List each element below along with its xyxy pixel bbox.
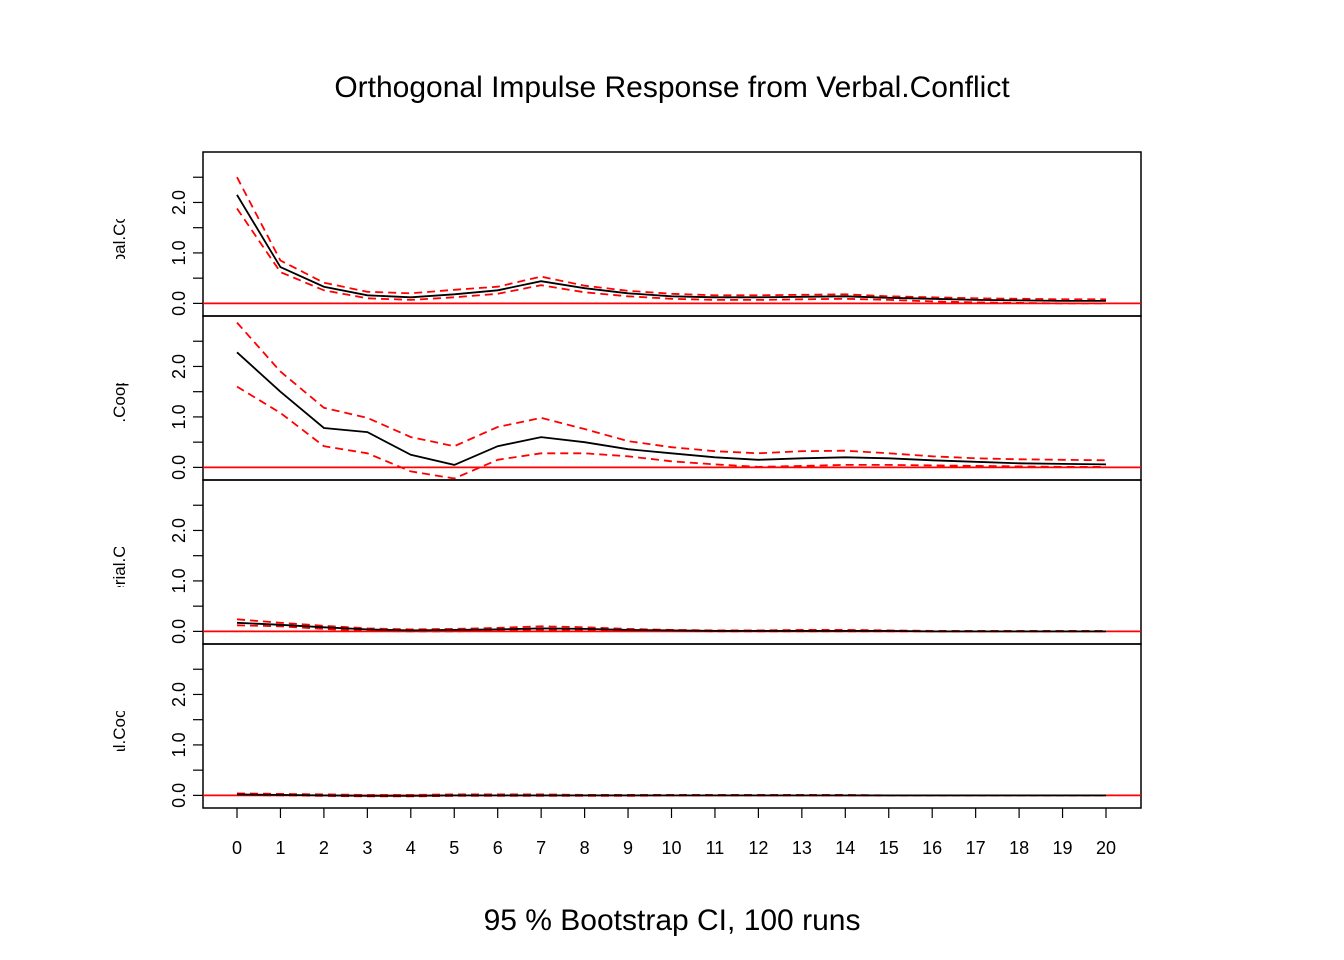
panel-y-label: Verbal.Cooperation <box>110 325 129 471</box>
x-tick-label: 17 <box>966 838 986 858</box>
x-tick-label: 4 <box>406 838 416 858</box>
ci-lower-line <box>236 207 1106 305</box>
x-tick-label: 11 <box>706 838 725 858</box>
response-line <box>236 194 1106 302</box>
y-tick-label: 0.0 <box>169 783 189 808</box>
y-tick-label: 2.0 <box>169 682 189 707</box>
x-axis-caption: 95 % Bootstrap CI, 100 runs <box>484 904 861 937</box>
x-tick-label: 12 <box>748 838 768 858</box>
panel-1: 0.0 1.0 2.0 Verbal.Conflict <box>110 151 1142 317</box>
chart-title: Orthogonal Impulse Response from Verbal.… <box>334 71 1010 104</box>
response-line <box>236 621 1106 633</box>
x-tick-label: 15 <box>879 838 899 858</box>
x-tick-label: 1 <box>275 838 285 858</box>
y-tick-label: 1.0 <box>169 732 189 757</box>
x-tick-label: 10 <box>661 838 681 858</box>
x-tick-label: 5 <box>449 838 459 858</box>
response-line <box>236 793 1106 797</box>
x-tick-label: 3 <box>362 838 372 858</box>
y-tick-label: 1.0 <box>169 240 189 265</box>
x-tick-label: 16 <box>922 838 942 858</box>
x-tick-label: 9 <box>623 838 633 858</box>
panels-group: 0.0 1.0 2.0 Verbal.Conflict 0.0 1.0 2.0 Verbal.… <box>110 151 1142 809</box>
y-tick-label: 0.0 <box>169 619 189 644</box>
ci-upper-line <box>236 322 1107 462</box>
x-tick-label: 2 <box>319 838 329 858</box>
y-tick-label: 2.0 <box>169 354 189 379</box>
x-tick-label: 7 <box>536 838 546 858</box>
response-line <box>236 351 1107 466</box>
x-tick-label: 8 <box>580 838 590 858</box>
x-tick-label: 0 <box>232 838 242 858</box>
y-tick-label: 0.0 <box>169 455 189 480</box>
ci-upper-line <box>236 176 1106 301</box>
y-tick-label: 2.0 <box>169 518 189 543</box>
x-tick-label: 6 <box>493 838 503 858</box>
y-tick-label: 1.0 <box>169 404 189 429</box>
x-tick-label: 20 <box>1096 838 1116 858</box>
y-tick-label: 2.0 <box>169 190 189 215</box>
panel-y-label: Verbal.Conflict <box>110 179 129 289</box>
panel-y-label: Material.Cooperation <box>110 647 129 805</box>
ci-lower-line <box>236 385 1106 480</box>
y-tick-label: 0.0 <box>169 291 189 316</box>
x-axis: 0 1 2 3 4 5 6 7 8 9 10 11 12 13 14 15 16 17 18 19 20 <box>232 808 1116 858</box>
panel-y-label: Material.Conflict <box>110 501 129 623</box>
x-tick-label: 13 <box>792 838 812 858</box>
y-tick-label: 1.0 <box>169 568 189 593</box>
x-tick-label: 19 <box>1053 838 1073 858</box>
x-tick-label: 18 <box>1009 838 1029 858</box>
x-tick-label: 14 <box>835 838 855 858</box>
